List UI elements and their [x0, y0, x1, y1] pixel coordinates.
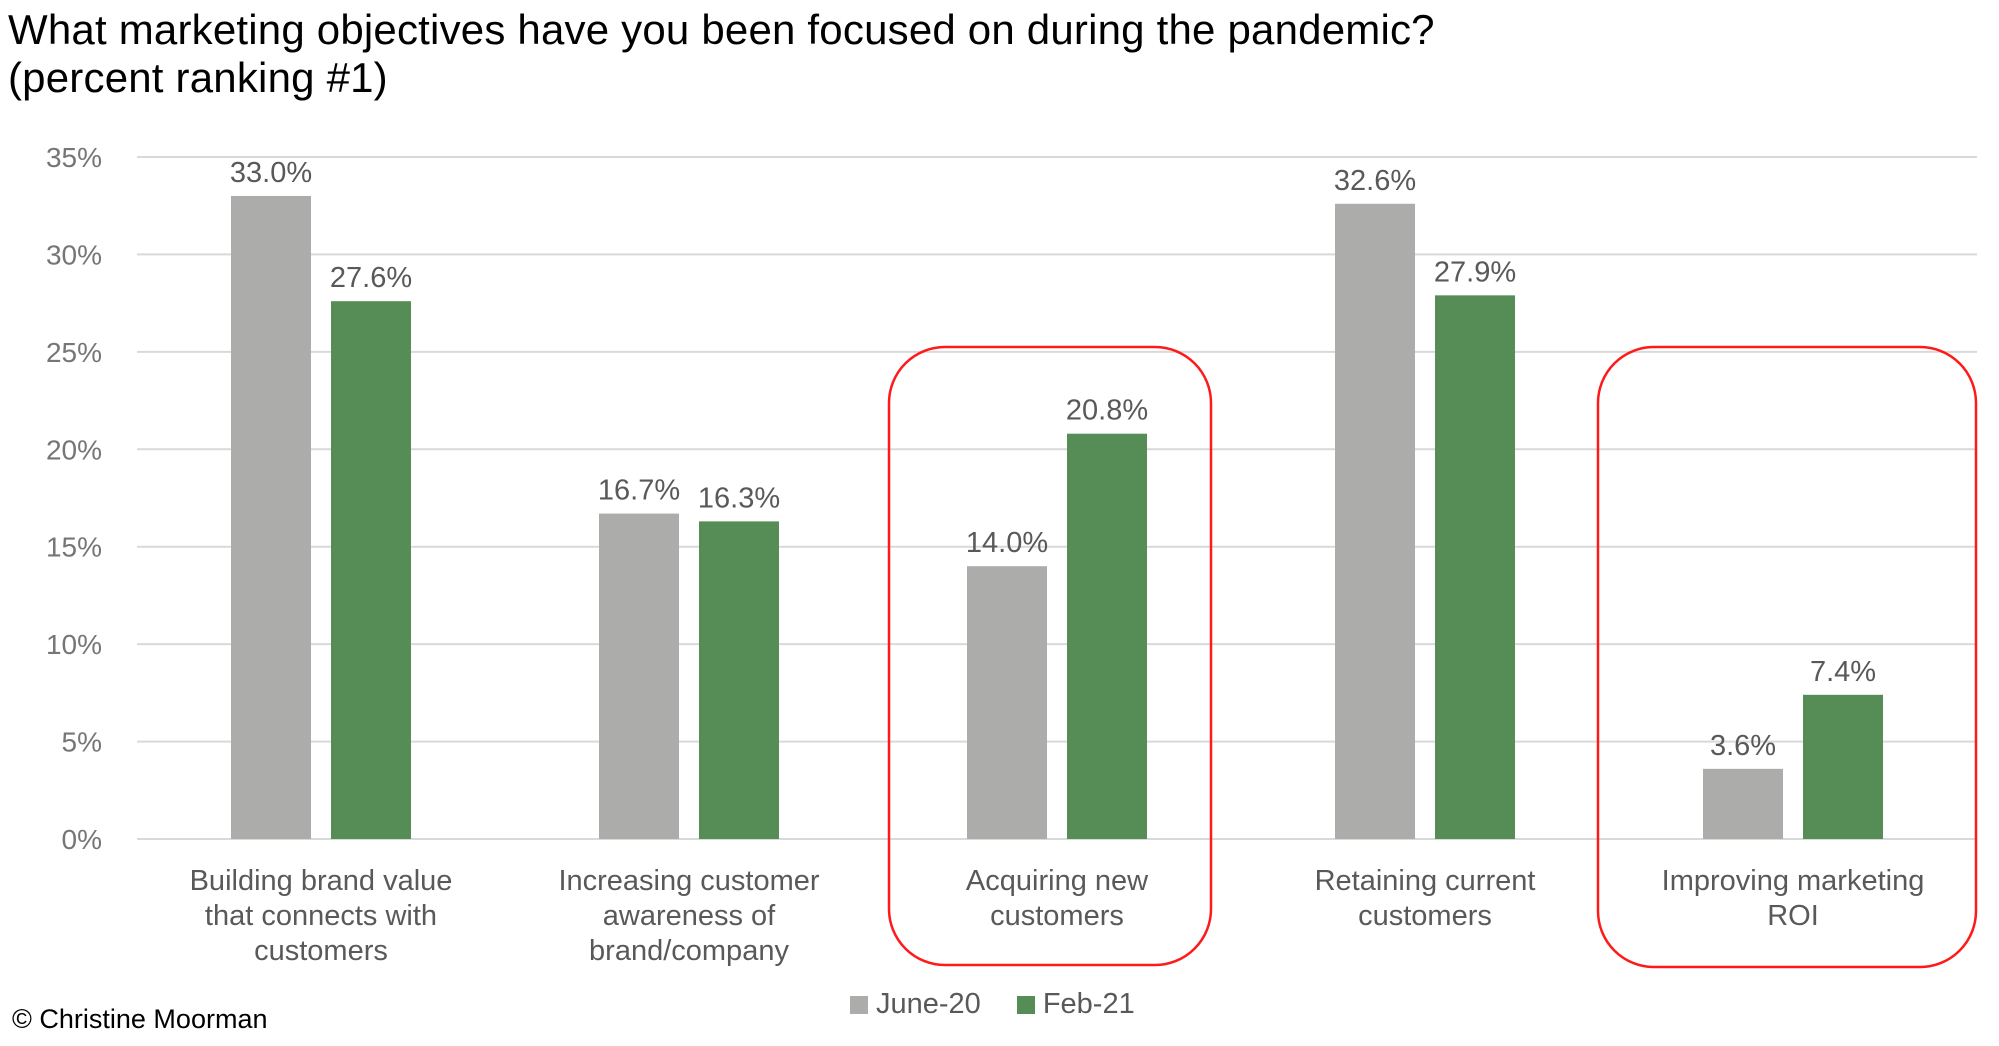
x-category-label-line: Building brand value	[190, 865, 453, 897]
gridlines	[137, 156, 1977, 840]
bar-june-20	[231, 195, 311, 839]
chart-title: What marketing objectives have you been …	[8, 6, 1435, 102]
legend-label-feb-21: Feb-21	[1042, 988, 1135, 1020]
data-label-june-20: 3.6%	[1710, 730, 1776, 762]
legend-item-june-20: June-20	[850, 988, 981, 1021]
bar-june-20	[599, 513, 679, 839]
y-axis-ticks: 0% 5% 10% 15% 20% 25% 30% 35%	[46, 142, 102, 855]
legend-swatch-june-20	[850, 995, 868, 1014]
copyright-notice: © Christine Moorman	[12, 1004, 268, 1034]
y-tick-label: 5%	[62, 727, 102, 758]
x-category-label-line: Improving marketing	[1662, 865, 1925, 897]
y-tick-label: 20%	[46, 434, 102, 465]
data-label-june-20: 14.0%	[966, 527, 1048, 559]
y-tick-label: 35%	[46, 142, 102, 173]
bar-june-20	[967, 566, 1047, 839]
bar-feb-21	[699, 521, 779, 839]
highlight-boxes	[887, 345, 1978, 969]
category-labels: Building brand value that connects with cu…	[190, 865, 1925, 967]
x-category-label-line: ROI	[1767, 900, 1819, 932]
legend-swatch-feb-21	[1016, 995, 1035, 1014]
x-category-label-line: Increasing customer	[558, 865, 819, 897]
x-category-label-line: customers	[990, 900, 1124, 932]
x-category-label: Building brand value that connects with cu…	[190, 865, 453, 967]
x-category-label-line: Acquiring new	[966, 865, 1149, 897]
legend-item-feb-21: Feb-21	[1016, 988, 1135, 1021]
data-label-feb-21: 27.6%	[330, 262, 412, 294]
x-category-label-line: customers	[1358, 900, 1492, 932]
bar-feb-21	[1067, 433, 1147, 839]
legend: June-20 Feb-21	[850, 988, 1171, 1021]
bar-feb-21	[331, 301, 411, 839]
y-tick-label: 10%	[46, 629, 102, 660]
data-label-june-20: 33.0%	[230, 157, 312, 189]
data-label-feb-21: 7.4%	[1810, 656, 1876, 688]
data-label-feb-21: 20.8%	[1066, 395, 1148, 427]
bar-feb-21	[1435, 295, 1515, 839]
data-label-june-20: 16.7%	[598, 475, 680, 507]
x-category-label-line: that connects with	[205, 900, 437, 932]
data-label-feb-21: 16.3%	[698, 482, 780, 514]
x-category-label-line: Retaining current	[1315, 865, 1536, 897]
y-tick-label: 30%	[46, 239, 102, 270]
legend-label-june-20: June-20	[876, 988, 981, 1020]
x-category-label: Acquiring new customers	[966, 865, 1149, 932]
x-category-label: Improving marketing ROI	[1662, 865, 1925, 932]
data-label-feb-21: 27.9%	[1434, 256, 1516, 288]
y-tick-label: 25%	[46, 337, 102, 368]
x-category-label: Retaining current customers	[1315, 865, 1536, 932]
highlight-box	[1596, 345, 1978, 969]
data-labels: 33.0% 16.7% 14.0% 32.6% 3.6% 27.6% 16.3% 20.8% 2…	[230, 157, 1876, 762]
x-category-label-line: awareness of	[603, 900, 776, 932]
x-category-label: Increasing customer awareness of brand/com…	[558, 865, 819, 967]
y-tick-label: 15%	[46, 532, 102, 563]
x-category-label-line: customers	[254, 935, 388, 967]
bar-feb-21	[1803, 694, 1883, 839]
y-tick-label: 0%	[62, 824, 102, 855]
data-label-june-20: 32.6%	[1334, 165, 1416, 197]
bar-june-20	[1703, 768, 1783, 839]
chart-title-line-2: (percent ranking #1)	[8, 54, 388, 101]
chart-title-line-1: What marketing objectives have you been …	[8, 6, 1435, 53]
x-category-label-line: brand/company	[589, 935, 789, 967]
bar-june-20	[1335, 203, 1415, 839]
bars	[231, 195, 1883, 839]
highlight-box	[887, 345, 1213, 967]
